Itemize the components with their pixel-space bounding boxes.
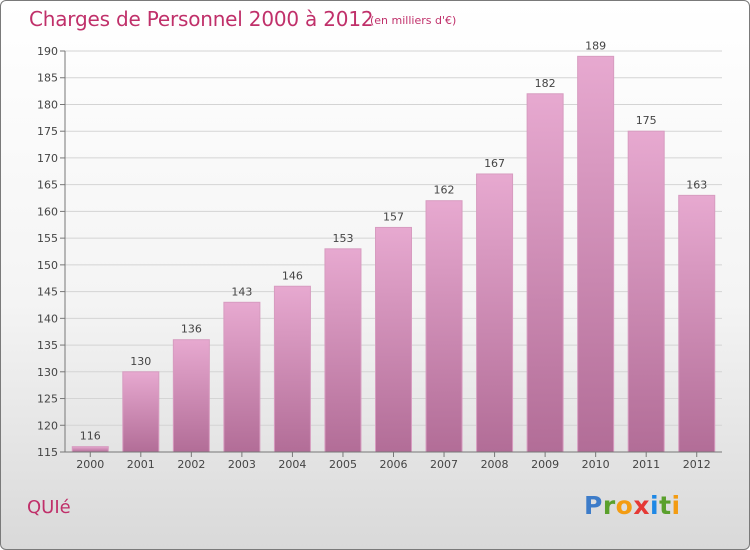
x-tick-label: 2001 [127,458,155,471]
y-tick-label: 120 [37,419,58,432]
bar-2012 [678,194,716,453]
data-label: 157 [383,210,404,223]
data-label: 143 [231,285,252,298]
x-tick-label: 2012 [683,458,711,471]
bar-2001 [122,371,160,453]
y-tick-label: 175 [37,125,58,138]
logo-letter: t [659,491,672,520]
bar-2002 [172,339,210,453]
data-label: 130 [130,355,151,368]
proxiti-logo: Proxiti [584,491,681,520]
data-label: 146 [282,269,303,282]
y-tick-label: 125 [37,393,58,406]
bar-2003 [223,301,261,453]
y-tick-label: 135 [37,339,58,352]
y-tick-label: 155 [37,232,58,245]
y-tick-label: 185 [37,72,58,85]
data-label: 182 [535,77,556,90]
bars: 116 130 136 143 146 153 157 162 167 182 189 175 163 [71,39,716,453]
data-label: 116 [80,430,101,443]
y-tick-label: 180 [37,98,58,111]
commune-name: QUIé [27,497,71,518]
bar-2007 [425,200,463,453]
logo-letter: o [615,491,634,520]
x-tick-label: 2006 [380,458,408,471]
x-tick-label: 2011 [632,458,660,471]
y-tick-label: 130 [37,366,58,379]
x-tick-label: 2004 [278,458,306,471]
y-tick-label: 160 [37,205,58,218]
data-label: 167 [484,157,505,170]
data-label: 153 [332,232,353,245]
x-tick-label: 2000 [76,458,104,471]
x-tick-label: 2007 [430,458,458,471]
logo-letter: x [633,491,650,520]
bar-2006 [375,226,412,453]
y-tick-label: 165 [37,179,58,192]
bar-2000 [71,446,109,453]
y-tick-label: 170 [37,152,58,165]
bar-2005 [324,248,362,453]
data-label: 162 [434,184,455,197]
bar-2011 [627,130,665,453]
y-tick-label: 145 [37,286,58,299]
bar-2008 [476,173,514,453]
x-tick-label: 2010 [582,458,610,471]
logo-letter: i [650,491,660,520]
logo-letter: i [671,491,681,520]
x-tick-label: 2003 [228,458,256,471]
data-label: 175 [636,114,657,127]
x-tick-label: 2005 [329,458,357,471]
chart-subtitle: (en milliers d'€) [370,14,457,27]
y-tick-label: 190 [37,45,58,58]
data-label: 163 [686,178,707,191]
bar-2009 [526,93,564,453]
y-tick-label: 150 [37,259,58,272]
axes: 115 120 125 130 135 140 145 150 155 160 165 170 175 1… [37,45,722,471]
data-label: 136 [181,323,202,336]
x-tick-label: 2009 [531,458,559,471]
y-tick-label: 115 [37,446,58,459]
logo-letter: r [602,491,616,520]
x-tick-label: 2002 [177,458,205,471]
bar-2004 [273,285,311,453]
chart-title: Charges de Personnel 2000 à 2012 [29,7,374,31]
data-label: 189 [585,39,606,52]
bar-2010 [577,55,615,453]
x-tick-label: 2008 [481,458,509,471]
y-tick-label: 140 [37,312,58,325]
logo-letter: P [584,491,603,520]
